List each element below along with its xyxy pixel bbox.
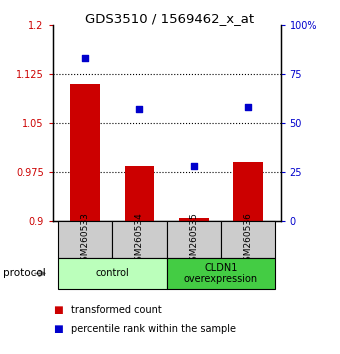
Bar xyxy=(179,218,209,221)
Bar xyxy=(221,221,275,258)
Text: ■: ■ xyxy=(53,324,63,334)
Bar xyxy=(58,221,112,258)
Text: control: control xyxy=(96,268,129,279)
Text: transformed count: transformed count xyxy=(71,305,162,315)
Bar xyxy=(112,221,167,258)
Point xyxy=(83,55,88,61)
Text: GDS3510 / 1569462_x_at: GDS3510 / 1569462_x_at xyxy=(85,12,255,25)
Bar xyxy=(167,221,221,258)
Text: CLDN1
overexpression: CLDN1 overexpression xyxy=(184,263,258,284)
Bar xyxy=(70,84,100,221)
Text: ■: ■ xyxy=(53,305,63,315)
Bar xyxy=(58,258,167,289)
Text: GSM260533: GSM260533 xyxy=(81,212,90,267)
Point xyxy=(137,107,142,112)
Text: GSM260534: GSM260534 xyxy=(135,212,144,267)
Bar xyxy=(167,258,275,289)
Text: percentile rank within the sample: percentile rank within the sample xyxy=(71,324,236,334)
Bar xyxy=(124,166,154,221)
Text: GSM260535: GSM260535 xyxy=(189,212,198,267)
Point xyxy=(245,104,251,110)
Text: GSM260536: GSM260536 xyxy=(243,212,253,267)
Text: protocol: protocol xyxy=(3,268,46,279)
Bar xyxy=(233,162,263,221)
Point xyxy=(191,164,197,169)
